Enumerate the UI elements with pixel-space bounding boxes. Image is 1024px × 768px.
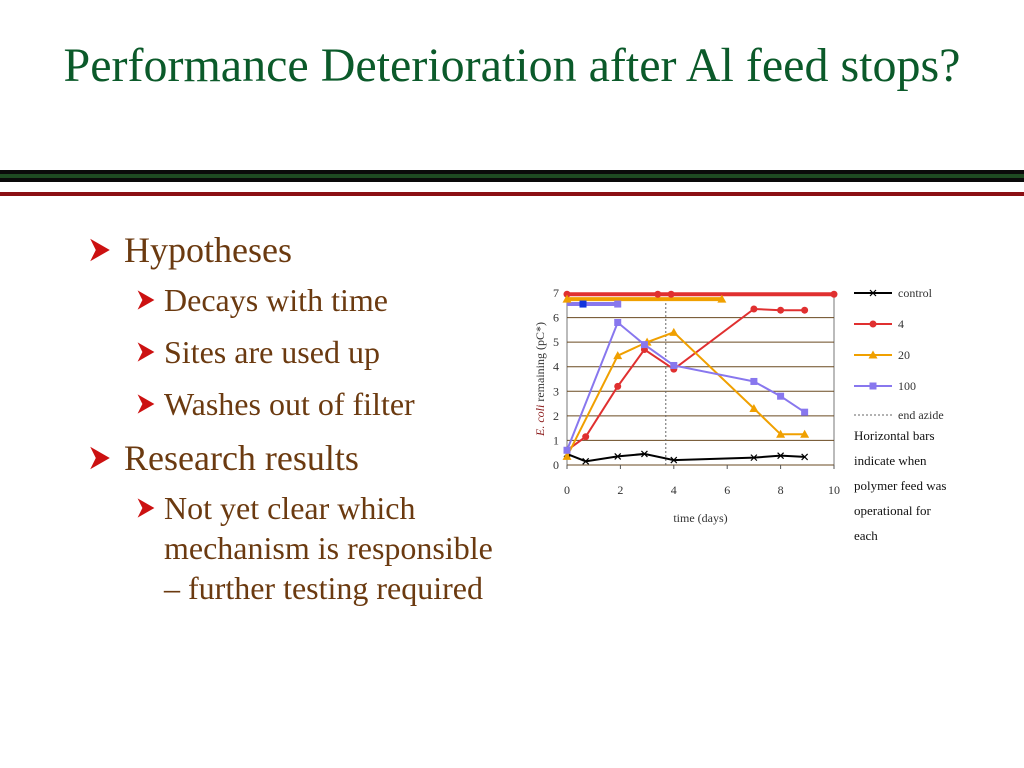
legend-marker-20 xyxy=(868,350,878,359)
sub-bullet: Sites are used up xyxy=(134,332,516,372)
y-tick-label: 1 xyxy=(553,433,559,447)
legend-label-100: 100 xyxy=(898,379,916,393)
legend-label-20: 20 xyxy=(898,348,910,362)
data-point-100 xyxy=(801,408,809,416)
feed-bar-marker xyxy=(667,290,675,298)
sub-bullet-label: Washes out of filter xyxy=(164,386,415,422)
chart-note-line: indicate when xyxy=(854,453,927,468)
legend-marker-control xyxy=(869,289,877,297)
arrow-bullet-icon xyxy=(137,290,155,310)
legend-label-4: 4 xyxy=(898,317,904,331)
data-point-control xyxy=(777,452,785,460)
sub-bullet-label: Not yet clear which mechanism is respons… xyxy=(164,490,493,606)
x-tick-label: 0 xyxy=(564,483,570,497)
data-point-4 xyxy=(614,382,622,390)
feed-bar-marker xyxy=(614,300,622,308)
y-axis-label-text: remaining (pC*) xyxy=(533,322,547,402)
x-axis-label: time (days) xyxy=(673,511,727,525)
bullet-hypotheses: Hypotheses xyxy=(86,228,516,272)
sub-bullet-label: Sites are used up xyxy=(164,334,380,370)
ecoli-chart: 0 1 2 3 4 5 6 7 0 2 4 6 8 10 time (days) E. coli remain… xyxy=(533,286,946,540)
sub-bullet: Washes out of filter xyxy=(134,384,516,424)
data-point-4 xyxy=(777,306,785,314)
data-point-100 xyxy=(777,392,785,400)
legend-marker-4 xyxy=(869,320,877,328)
feed-bar-marker xyxy=(562,294,572,303)
slide-title: Performance Deterioration after Al feed … xyxy=(63,39,961,92)
sub-bullet: Decays with time xyxy=(134,280,516,320)
arrow-bullet-icon xyxy=(137,394,155,414)
chart-note-line: polymer feed was xyxy=(854,478,946,493)
data-point-20 xyxy=(800,429,810,438)
series-line-4 xyxy=(566,307,805,452)
arrow-bullet-icon xyxy=(137,498,155,518)
feed-bar-marker xyxy=(654,290,662,298)
arrow-bullet-icon xyxy=(90,238,110,262)
x-tick-label: 2 xyxy=(617,483,623,497)
bullet-research-results: Research results xyxy=(86,436,516,480)
data-point-4 xyxy=(750,305,758,313)
series-line-control xyxy=(566,452,805,463)
data-point-100 xyxy=(750,377,758,385)
x-tick-label: 4 xyxy=(671,483,677,497)
y-axis-label: E. coli remaining (pC*) xyxy=(533,322,547,437)
plot-area xyxy=(566,292,835,466)
y-tick-label: 7 xyxy=(553,286,559,300)
feed-bar-marker xyxy=(563,290,571,298)
chart-note: Horizontal bars indicate when polymer feed… xyxy=(854,428,946,540)
title-divider xyxy=(0,170,1024,196)
legend-label-end-azide: end azide xyxy=(898,408,944,422)
data-point-control xyxy=(641,450,648,458)
data-point-control xyxy=(750,454,758,462)
feed-bar-marker xyxy=(830,290,838,298)
y-axis-label-italic: E. coli xyxy=(533,402,547,437)
data-point-100 xyxy=(563,446,571,454)
y-tick-label: 5 xyxy=(553,335,559,349)
chart-note-line: each xyxy=(854,528,878,540)
chart-note-line: operational for xyxy=(854,503,932,518)
feed-bar-marker xyxy=(717,294,727,303)
legend-marker-100 xyxy=(869,382,877,390)
y-tick-label: 2 xyxy=(553,409,559,423)
data-point-100 xyxy=(670,361,678,369)
sub-bullet: Not yet clear which mechanism is respons… xyxy=(134,488,516,608)
sub-bullet-label: Decays with time xyxy=(164,282,388,318)
data-point-20 xyxy=(613,351,623,360)
feed-bar-marker xyxy=(579,300,587,308)
data-point-control xyxy=(614,452,622,460)
y-tick-label: 6 xyxy=(553,311,559,325)
y-tick-label: 3 xyxy=(553,384,559,398)
chart-note-line: Horizontal bars xyxy=(854,428,935,443)
data-point-20 xyxy=(562,451,572,460)
data-point-20 xyxy=(776,429,786,438)
bullet-label: Hypotheses xyxy=(124,230,292,270)
data-point-100 xyxy=(614,318,622,326)
data-point-100 xyxy=(640,341,648,349)
data-point-4 xyxy=(801,306,809,314)
arrow-bullet-icon xyxy=(137,342,155,362)
data-point-control xyxy=(582,457,590,465)
data-point-4 xyxy=(582,433,590,441)
data-point-20 xyxy=(749,403,759,412)
bullet-list: Hypotheses Decays with time Sites are us… xyxy=(86,228,516,620)
y-tick-label: 0 xyxy=(553,458,559,472)
y-tick-label: 4 xyxy=(553,360,559,374)
data-point-control xyxy=(670,456,678,464)
data-point-control xyxy=(801,453,809,461)
legend-label-control: control xyxy=(898,286,933,300)
bullet-label: Research results xyxy=(124,438,359,478)
arrow-bullet-icon xyxy=(90,446,110,470)
data-point-20 xyxy=(669,327,679,336)
x-tick-label: 6 xyxy=(724,483,730,497)
x-tick-label: 8 xyxy=(778,483,784,497)
x-tick-label: 10 xyxy=(828,483,840,497)
